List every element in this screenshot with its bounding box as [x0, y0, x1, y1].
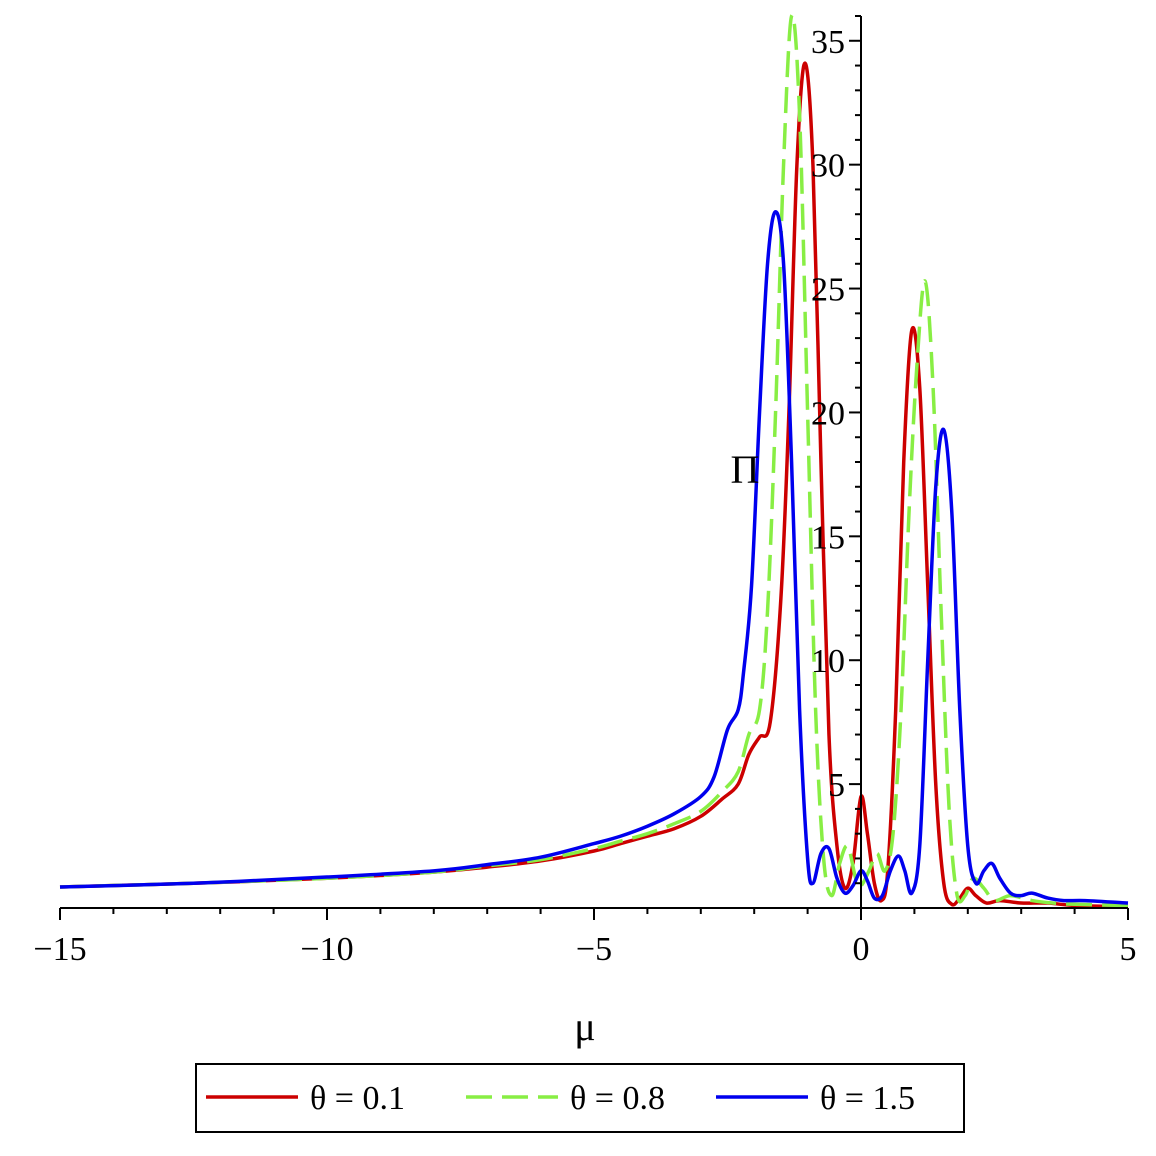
series-line-2 — [59, 13, 1129, 908]
y-tick-label: 15 — [811, 519, 845, 556]
legend-label-2: θ = 0.8 — [570, 1080, 665, 1117]
y-tick-label: 5 — [828, 767, 845, 804]
y-tick-label: 10 — [811, 643, 845, 680]
x-tick-label: −5 — [576, 931, 612, 968]
legend-label-1: θ = 0.1 — [310, 1080, 405, 1117]
x-tick-label: −10 — [300, 931, 353, 968]
series-line-1 — [59, 61, 1129, 909]
y-tick-label: 25 — [811, 272, 845, 309]
axes-layer: −15 −10 −5 0 5 5 10 15 20 25 30 35 — [33, 15, 1137, 968]
x-tick-label: 0 — [853, 931, 870, 968]
y-tick-label: 35 — [811, 24, 845, 61]
y-tick-label: 20 — [811, 395, 845, 432]
x-tick-label: 5 — [1120, 931, 1137, 968]
legend-box — [195, 1063, 965, 1133]
x-tick-label: −15 — [33, 931, 86, 968]
y-tick-label: 30 — [811, 148, 845, 185]
y-axis-label: Π — [731, 447, 760, 492]
series-line-3 — [59, 209, 1129, 905]
legend: θ = 0.1 θ = 0.8 θ = 1.5 — [195, 1063, 965, 1133]
series-layer — [59, 13, 1129, 909]
legend-label-3: θ = 1.5 — [820, 1080, 915, 1117]
x-axis-label: μ — [574, 1004, 595, 1049]
